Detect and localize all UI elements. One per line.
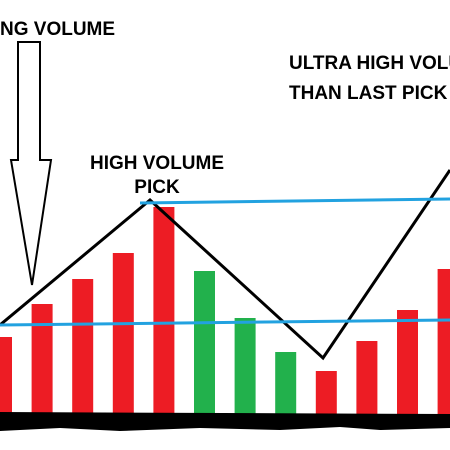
- bar: [72, 279, 94, 415]
- arrow: [9, 41, 53, 286]
- annotation: PICK: [134, 177, 180, 198]
- bar: [397, 310, 418, 415]
- bar: [437, 269, 450, 415]
- bar: [275, 352, 297, 415]
- annotation: HIGH VOLUME: [90, 153, 224, 174]
- support-line: [0, 318, 450, 327]
- annotation: ULTRA HIGH VOLU: [289, 53, 450, 74]
- bar: [112, 253, 134, 415]
- trend-line: [0, 169, 450, 361]
- bars: [0, 207, 450, 415]
- bar: [315, 371, 337, 415]
- bar: [0, 337, 12, 415]
- bar: [356, 341, 378, 415]
- bar: [234, 318, 256, 415]
- annotation: NG VOLUME: [0, 19, 115, 40]
- bar: [194, 271, 215, 415]
- bar: [153, 207, 175, 415]
- bar: [31, 304, 53, 415]
- resistance-line: [139, 197, 450, 205]
- ground-strip: [0, 412, 450, 431]
- annotation: THAN LAST PICK: [289, 83, 448, 104]
